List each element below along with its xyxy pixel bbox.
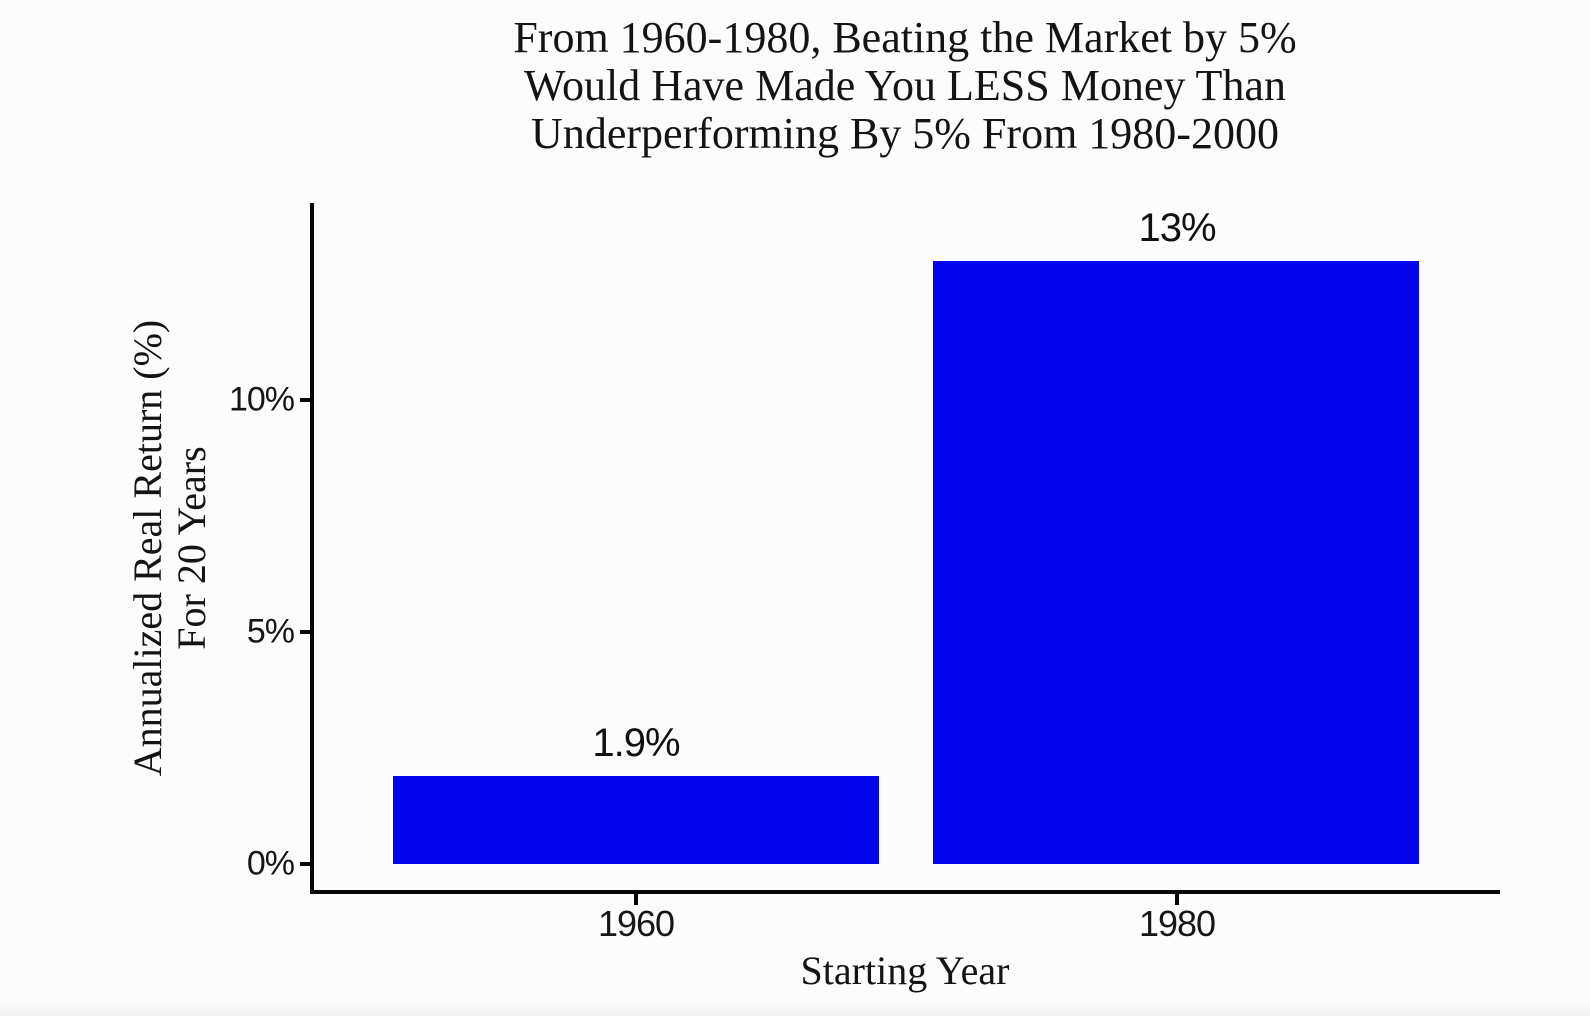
bar-1960 [393,775,879,864]
y-axis-title-line-1: Annualized Real Return (%) [125,319,170,777]
y-axis-title-line-2: For 20 Years [169,446,214,650]
bar-1980 [933,260,1419,864]
x-axis-title: Starting Year [800,948,1010,993]
y-tick-label-0: 0% [246,844,295,883]
x-tick-label-1960: 1960 [597,903,675,944]
y-tick-label-10: 10% [228,380,295,419]
x-tick-label-1980: 1980 [1138,903,1216,944]
x-tick-mark-1980 [1175,894,1179,905]
y-tick-mark-5 [300,630,311,634]
y-tick-mark-10 [300,398,311,402]
bar-value-label-1980: 13% [1138,205,1216,250]
chart-title: From 1960-1980, Beating the Market by 5%… [310,14,1500,158]
plot-area [310,203,1500,894]
bottom-gradient [0,1000,1590,1016]
chart-title-line-2: Would Have Made You LESS Money Than [524,61,1286,110]
chart-title-line-3: Underperforming By 5% From 1980-2000 [531,109,1279,158]
chart-title-line-1: From 1960-1980, Beating the Market by 5% [513,13,1297,62]
y-axis-title: Annualized Real Return (%) For 20 Years [125,148,214,948]
y-tick-label-5: 5% [246,612,295,651]
y-tick-mark-0 [300,862,311,866]
bar-value-label-1960: 1.9% [592,720,680,765]
x-tick-mark-1960 [634,894,638,905]
